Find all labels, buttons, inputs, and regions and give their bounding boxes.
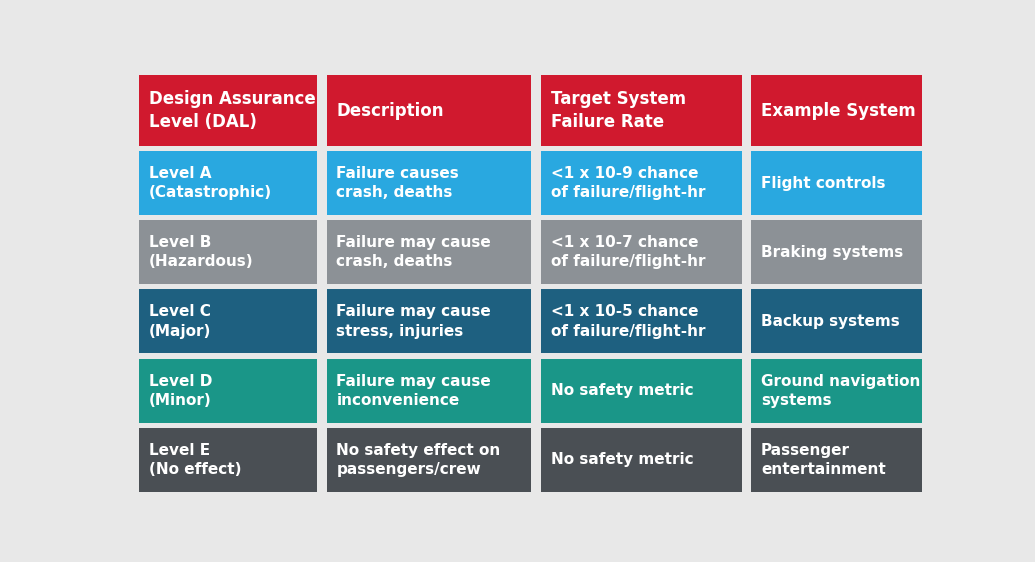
FancyBboxPatch shape: [139, 359, 317, 423]
FancyBboxPatch shape: [751, 359, 922, 423]
FancyBboxPatch shape: [139, 220, 317, 284]
Text: <1 x 10-9 chance
of failure/flight-hr: <1 x 10-9 chance of failure/flight-hr: [551, 166, 705, 200]
Text: Level B
(Hazardous): Level B (Hazardous): [149, 235, 254, 269]
FancyBboxPatch shape: [541, 289, 742, 353]
Text: Example System: Example System: [761, 102, 916, 120]
FancyBboxPatch shape: [541, 428, 742, 492]
FancyBboxPatch shape: [541, 220, 742, 284]
Text: Design Assurance
Level (DAL): Design Assurance Level (DAL): [149, 90, 316, 131]
Text: Backup systems: Backup systems: [761, 314, 899, 329]
Text: Braking systems: Braking systems: [761, 245, 904, 260]
Text: Failure may cause
stress, injuries: Failure may cause stress, injuries: [336, 305, 491, 338]
FancyBboxPatch shape: [327, 289, 531, 353]
Text: No safety effect on
passengers/crew: No safety effect on passengers/crew: [336, 443, 501, 477]
FancyBboxPatch shape: [139, 428, 317, 492]
FancyBboxPatch shape: [327, 220, 531, 284]
FancyBboxPatch shape: [327, 428, 531, 492]
FancyBboxPatch shape: [139, 75, 317, 146]
Text: Failure may cause
inconvenience: Failure may cause inconvenience: [336, 374, 491, 408]
Text: Target System
Failure Rate: Target System Failure Rate: [551, 90, 685, 131]
Text: Ground navigation
systems: Ground navigation systems: [761, 374, 920, 408]
FancyBboxPatch shape: [139, 289, 317, 353]
FancyBboxPatch shape: [751, 151, 922, 215]
FancyBboxPatch shape: [751, 289, 922, 353]
Text: Level A
(Catastrophic): Level A (Catastrophic): [149, 166, 272, 200]
Text: Level D
(Minor): Level D (Minor): [149, 374, 212, 408]
Text: <1 x 10-5 chance
of failure/flight-hr: <1 x 10-5 chance of failure/flight-hr: [551, 305, 705, 338]
Text: No safety metric: No safety metric: [551, 383, 693, 398]
Text: Passenger
entertainment: Passenger entertainment: [761, 443, 886, 477]
FancyBboxPatch shape: [541, 151, 742, 215]
FancyBboxPatch shape: [751, 220, 922, 284]
Text: Level C
(Major): Level C (Major): [149, 305, 211, 338]
Text: Failure causes
crash, deaths: Failure causes crash, deaths: [336, 166, 460, 200]
FancyBboxPatch shape: [751, 428, 922, 492]
Text: Description: Description: [336, 102, 444, 120]
FancyBboxPatch shape: [541, 75, 742, 146]
Text: No safety metric: No safety metric: [551, 452, 693, 468]
FancyBboxPatch shape: [327, 75, 531, 146]
Text: <1 x 10-7 chance
of failure/flight-hr: <1 x 10-7 chance of failure/flight-hr: [551, 235, 705, 269]
Text: Flight controls: Flight controls: [761, 175, 886, 191]
FancyBboxPatch shape: [541, 359, 742, 423]
Text: Level E
(No effect): Level E (No effect): [149, 443, 241, 477]
Text: Failure may cause
crash, deaths: Failure may cause crash, deaths: [336, 235, 491, 269]
FancyBboxPatch shape: [327, 359, 531, 423]
FancyBboxPatch shape: [139, 151, 317, 215]
FancyBboxPatch shape: [327, 151, 531, 215]
FancyBboxPatch shape: [751, 75, 922, 146]
